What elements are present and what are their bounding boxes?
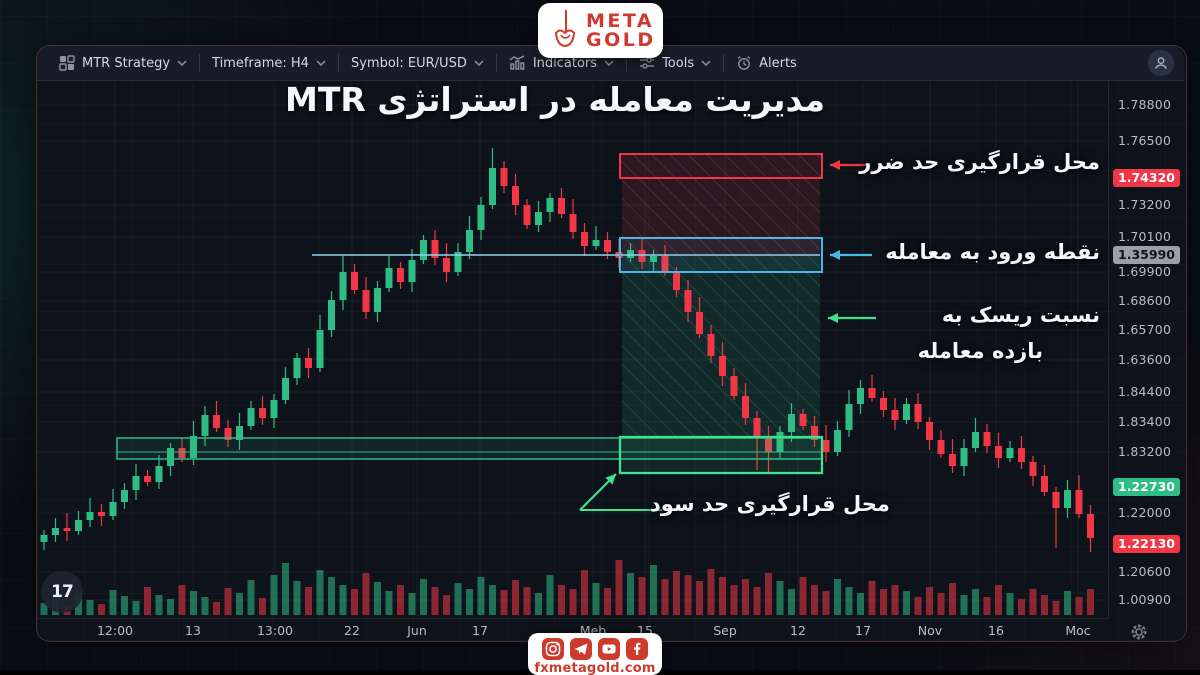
strategy-label: MTR Strategy <box>82 55 171 71</box>
time-label: 13:00 <box>256 623 294 638</box>
brand-word-top: META <box>586 9 655 32</box>
indicators-icon <box>509 55 525 70</box>
indicators-button[interactable]: Indicators <box>497 55 626 71</box>
toolbar-divider <box>199 54 201 72</box>
chevron-down-icon <box>316 59 326 66</box>
brand-word-bottom: GOLD <box>586 28 656 51</box>
timeframe-selector[interactable]: Timeframe: H4 <box>200 56 338 71</box>
risk-reward-label-line1: نسبت ریسک به <box>941 303 1100 327</box>
symbol-selector[interactable]: Symbol: EUR/USD <box>339 56 496 71</box>
price-badge: 1.74320 <box>1113 169 1180 187</box>
time-label: Sep <box>713 623 737 638</box>
price-label: 1.83200 <box>1118 444 1172 459</box>
time-label: Jun <box>407 623 427 638</box>
price-label: 1.00900 <box>1118 592 1172 607</box>
price-label: 1.22000 <box>1118 505 1172 520</box>
price-label: 1.76500 <box>1118 133 1172 148</box>
website-url[interactable]: fxmetagold.com <box>534 661 656 675</box>
price-label: 1.69900 <box>1118 264 1172 279</box>
chevron-down-icon <box>474 59 484 66</box>
chevron-down-icon <box>701 59 711 66</box>
price-badge: 1.22130 <box>1113 535 1180 553</box>
instagram-icon[interactable] <box>542 638 564 660</box>
telegram-icon[interactable] <box>570 638 592 660</box>
tools-button[interactable]: Tools <box>627 55 723 71</box>
take-profit-label: محل قرارگیری حد سود <box>650 492 890 516</box>
time-label: 22 <box>344 623 360 638</box>
footer-brand-box: fxmetagold.com <box>528 633 662 675</box>
price-label: 1.83400 <box>1118 414 1172 429</box>
toolbar-divider <box>337 54 339 72</box>
alerts-label: Alerts <box>759 55 797 71</box>
toolbar-divider <box>723 54 725 72</box>
alerts-button[interactable]: Alerts <box>724 55 809 71</box>
user-icon <box>1155 57 1167 69</box>
page-title: مدیریت معامله در استراتژی MTR <box>285 80 825 119</box>
price-label: 1.68600 <box>1118 293 1172 308</box>
time-label: Nov <box>917 623 943 638</box>
chart-settings-gear-icon[interactable] <box>1130 623 1148 641</box>
price-label: 1.63600 <box>1118 352 1172 367</box>
facebook-icon[interactable] <box>626 638 648 660</box>
tulip-icon <box>554 9 576 47</box>
tools-icon <box>640 57 655 69</box>
layout-grid-icon <box>59 55 75 71</box>
tools-label: Tools <box>662 55 695 71</box>
timeframe-label: Timeframe: H4 <box>212 55 309 71</box>
time-label: 13 <box>185 623 201 638</box>
time-label: 12 <box>790 623 806 638</box>
time-label: 16 <box>988 623 1004 638</box>
time-label: 12:00 <box>96 623 134 638</box>
price-label: 1.65700 <box>1118 322 1172 337</box>
stop-loss-label: محل قرارگیری حد ضرر <box>859 150 1100 174</box>
price-label: 1.84400 <box>1118 384 1172 399</box>
indicators-label: Indicators <box>532 55 598 71</box>
time-label: Moc <box>1065 623 1091 638</box>
price-badge: 1.22730 <box>1113 478 1180 496</box>
toolbar-divider <box>626 54 628 72</box>
price-label: 1.73200 <box>1118 197 1172 212</box>
youtube-icon[interactable] <box>598 638 620 660</box>
price-badge: 1.35990 <box>1113 246 1180 264</box>
alert-clock-icon <box>737 56 751 70</box>
chart-panel <box>36 45 1187 642</box>
symbol-label: Symbol: EUR/USD <box>350 55 467 71</box>
price-label: 1.78800 <box>1118 97 1172 112</box>
price-label: 1.70100 <box>1118 229 1172 244</box>
chevron-down-icon <box>604 59 614 66</box>
account-avatar[interactable] <box>1148 50 1174 76</box>
time-label: 17 <box>472 623 488 638</box>
strategy-selector[interactable]: MTR Strategy <box>47 55 199 71</box>
chevron-down-icon <box>177 59 187 66</box>
tradingview-glyph: 17 <box>51 582 74 602</box>
time-axis[interactable]: 12:00 13 13:00 22 Jun 17 Meb 15 Sep 12 17 Nov 16 Moc <box>37 618 1108 641</box>
tradingview-logo: 17 <box>41 571 83 613</box>
metagold-logo: META GOLD <box>538 3 663 58</box>
risk-reward-label-line2: بازده معامله <box>917 339 1043 363</box>
entry-label: نقطه ورود به معامله <box>885 240 1100 264</box>
price-axis[interactable]: 1.78800 1.76500 1.74320 1.73200 1.70100 1.359… <box>1108 46 1185 618</box>
time-label: 17 <box>855 623 871 638</box>
price-label: 1.20600 <box>1118 564 1172 579</box>
toolbar-divider <box>495 54 497 72</box>
